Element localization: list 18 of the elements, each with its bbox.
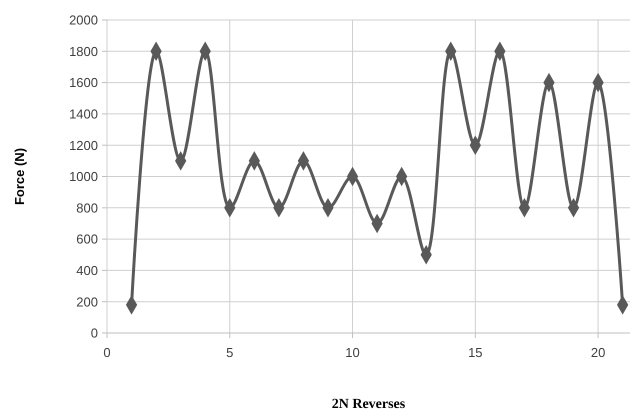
y-tick-label: 1600 <box>69 75 98 90</box>
y-tick-label: 200 <box>76 294 98 310</box>
y-tick-label: 2000 <box>69 12 98 28</box>
y-tick-label: 400 <box>76 262 98 278</box>
y-tick-label: 1800 <box>69 44 98 59</box>
y-tick-label: 0 <box>90 326 98 341</box>
x-tick-label: 0 <box>103 345 111 360</box>
x-tick-label: 5 <box>226 345 234 360</box>
y-axis-title: Force (N) <box>12 148 27 206</box>
x-axis-title: 2N Reverses <box>332 397 406 412</box>
y-tick-label: 1200 <box>69 138 98 153</box>
x-tick-label: 20 <box>590 345 606 360</box>
y-tick-label: 800 <box>76 200 98 216</box>
y-tick-label: 600 <box>76 232 98 247</box>
x-tick-label: 10 <box>345 345 360 360</box>
x-tick-label: 15 <box>468 345 483 360</box>
y-tick-label: 1400 <box>69 106 98 122</box>
y-tick-label: 1000 <box>69 169 98 184</box>
